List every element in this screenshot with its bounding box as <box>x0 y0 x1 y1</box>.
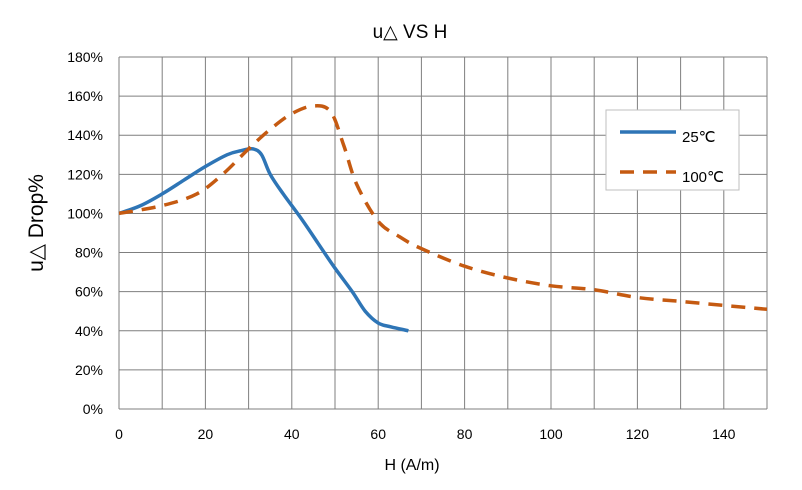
series-layer <box>118 104 768 333</box>
y-tick-label: 120% <box>67 166 103 182</box>
x-tick-label: 140 <box>712 426 736 442</box>
chart-title: u△ VS H <box>373 22 448 43</box>
x-tick-labels: 0 20 40 60 80 100 120 140 <box>115 426 736 442</box>
y-tick-label: 0% <box>83 401 103 417</box>
x-tick-label: 100 <box>539 426 563 442</box>
y-tick-labels: 0% 20% 40% 60% 80% 100% 120% 140% 160% 180% <box>67 49 103 417</box>
series-line-2 <box>118 104 768 312</box>
series-line-1 <box>118 147 409 333</box>
legend-label-1: 25℃ <box>682 129 716 146</box>
x-tick-label: 80 <box>457 426 473 442</box>
y-axis-label: u△ Drop% <box>25 174 48 272</box>
x-axis-label: H (A/m) <box>384 457 439 474</box>
y-tick-label: 160% <box>67 88 103 104</box>
y-tick-label: 40% <box>75 323 103 339</box>
legend: 25℃ 100℃ <box>605 109 740 191</box>
legend-box <box>605 109 740 191</box>
legend-label-2: 100℃ <box>682 169 724 186</box>
y-tick-label: 60% <box>75 284 103 300</box>
y-tick-label: 100% <box>67 205 103 221</box>
y-tick-label: 140% <box>67 127 103 143</box>
x-tick-label: 40 <box>284 426 300 442</box>
y-tick-label: 20% <box>75 362 103 378</box>
y-tick-label: 180% <box>67 49 103 65</box>
x-tick-label: 60 <box>370 426 386 442</box>
x-tick-label: 120 <box>626 426 650 442</box>
x-tick-label: 0 <box>115 426 123 442</box>
y-tick-label: 80% <box>75 245 103 261</box>
x-tick-label: 20 <box>198 426 214 442</box>
